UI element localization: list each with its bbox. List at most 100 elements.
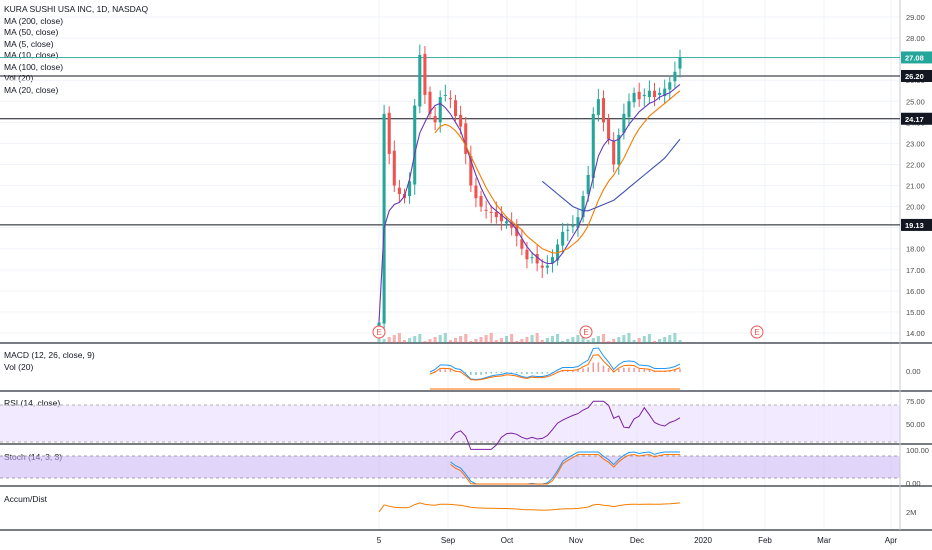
volume-bar [423,341,427,343]
volume-bar [591,338,595,343]
macd-histogram [500,372,503,373]
rsi-band [0,405,900,442]
volume-bar [561,341,565,343]
price-tag-bg [901,51,932,64]
time-tick-label: 2020 [694,536,712,545]
volume-bar [382,339,386,343]
candle-body [397,187,401,194]
macd-histogram [521,372,523,374]
candle-body [581,196,585,218]
macd-histogram [566,370,569,372]
price-tick-label: 22.00 [906,160,925,169]
earnings-marker: E [372,325,386,339]
indicator-label[interactable]: MA (10, close) [4,50,59,60]
macd-histogram [485,372,487,375]
accum-pane-label[interactable]: Accum/Dist [4,494,47,504]
candle-body [520,239,524,249]
candle-body [453,100,458,117]
candle-body [428,91,432,114]
indicator-label[interactable]: MA (20, close) [4,84,59,95]
candle-body [586,175,590,194]
volume-bar [525,337,529,343]
volume-bar [515,341,519,343]
candle-body [596,99,600,115]
volume-bar [678,340,682,343]
price-tick-label: 21.00 [906,182,925,191]
candle-body [387,112,391,154]
macd-histogram [470,372,472,375]
ma-line [378,83,681,323]
macd-pane-label[interactable]: MACD (12, 26, close, 9) [4,350,95,360]
indicator-label[interactable]: MA (100, close) [4,61,64,72]
price-tick-label: 18.00 [906,245,925,254]
candle-body [678,57,682,69]
time-tick-label: 5 [377,536,382,545]
candle-body [591,113,595,179]
candle-body [540,265,544,268]
chart-legend: KURA SUSHI USA INC, 1D, NASDAQ MA (200, … [4,4,148,96]
candle-body [423,53,427,95]
sub-pane-tick-label: 0.00 [906,367,921,376]
candle-body [413,105,417,185]
vol-pane-label[interactable]: Vol (20) [4,362,34,372]
volume-bar [612,339,616,343]
stoch-band [0,456,900,478]
candle-body [673,71,677,82]
pane-separators [0,0,932,531]
macd-histogram [623,367,625,372]
candle-body [484,209,488,211]
candle-body [505,221,509,224]
macd-histogram [592,362,595,372]
indicator-label[interactable]: MA (50, close) [4,27,59,37]
volume-bar [556,334,560,343]
price-tag-bg [901,218,932,231]
macd-histogram [541,372,544,374]
macd-histogram [643,369,646,372]
volume-bar [408,338,412,343]
volume-bar [637,338,641,343]
candle-body [647,90,651,98]
candle-body [550,257,554,264]
candle-body [535,254,539,264]
macd-histogram [464,372,467,373]
volume-bar [658,339,662,343]
indicator-label[interactable]: MA (200, close) [4,15,64,26]
earnings-label: E [754,328,759,337]
volume-bar [550,336,554,343]
volume-bar [530,335,534,343]
price-tag-bg [901,69,932,82]
time-tick-label: Oct [501,536,514,545]
candle-body [494,211,498,218]
macd-histogram [561,370,564,372]
candle-body [566,229,570,231]
volume-bar [387,337,391,343]
time-axis: 5 Sep Oct Nov Dec 2020 Feb Mar Apr [377,536,898,545]
rsi-pane-label[interactable]: RSI (14, close) [4,398,61,408]
macd-histogram [536,372,538,374]
volume-bar [596,336,600,343]
volume-bar [402,340,407,343]
price-tag: 26.20 [901,69,932,82]
candle-body [382,113,386,324]
candle-body [658,92,662,95]
candle-body [663,88,667,96]
macd-signal-line [429,354,681,381]
price-tag-label: 27.08 [905,53,924,62]
candle-body [438,97,442,123]
candle-body [627,101,631,118]
price-tick-label: 17.00 [906,266,925,275]
volume-bar [510,334,514,343]
volume-bar [668,335,672,343]
volume-bar [469,341,473,343]
indicator-label[interactable]: Vol (20) [4,73,34,83]
price-tag-label: 26.20 [905,72,924,81]
volume-bar [581,333,585,343]
indicator-label[interactable]: MA (5, close) [4,38,54,49]
volume-bar [617,337,621,343]
earnings-marker: E [579,325,593,339]
candle-body [469,156,473,186]
volume-bar [520,339,524,343]
volume-bar [433,337,437,343]
